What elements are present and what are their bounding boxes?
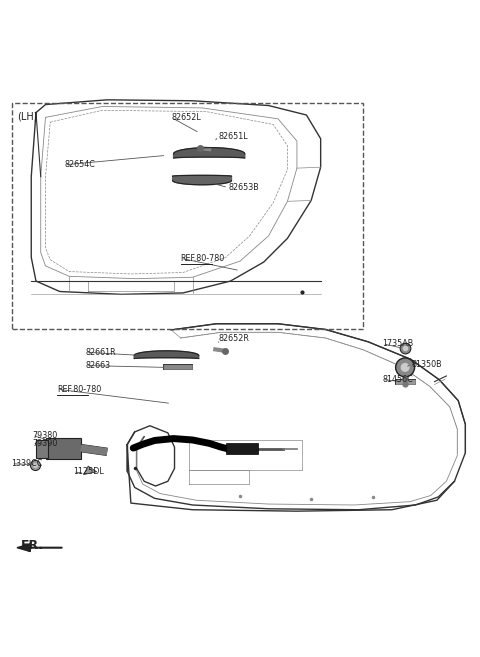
Polygon shape xyxy=(174,148,245,158)
Text: 82654C: 82654C xyxy=(64,160,96,170)
Text: 1339CC: 1339CC xyxy=(12,459,43,468)
Text: 82651L: 82651L xyxy=(219,132,248,141)
Text: (LH): (LH) xyxy=(17,112,37,122)
FancyBboxPatch shape xyxy=(36,440,48,457)
Circle shape xyxy=(396,358,415,377)
Text: REF.80-780: REF.80-780 xyxy=(180,254,225,263)
Polygon shape xyxy=(173,175,231,185)
Text: 79390: 79390 xyxy=(32,439,58,448)
Text: 82652R: 82652R xyxy=(219,334,250,344)
Text: 82663: 82663 xyxy=(86,361,111,370)
Text: 1125DL: 1125DL xyxy=(73,467,104,476)
Text: 82661R: 82661R xyxy=(86,348,117,357)
Text: 82652L: 82652L xyxy=(171,113,201,122)
Text: 81350B: 81350B xyxy=(412,359,443,369)
Circle shape xyxy=(397,359,413,375)
Text: 82653B: 82653B xyxy=(228,183,259,192)
Text: 1735AB: 1735AB xyxy=(383,339,414,348)
Polygon shape xyxy=(134,351,199,359)
Polygon shape xyxy=(17,544,30,551)
Text: FR.: FR. xyxy=(21,539,44,553)
Polygon shape xyxy=(84,466,96,474)
Circle shape xyxy=(401,363,409,371)
FancyBboxPatch shape xyxy=(226,443,258,454)
FancyBboxPatch shape xyxy=(47,438,81,459)
Text: 81456C: 81456C xyxy=(383,374,413,384)
Text: REF.80-780: REF.80-780 xyxy=(57,385,102,394)
Text: 79380: 79380 xyxy=(32,431,58,440)
